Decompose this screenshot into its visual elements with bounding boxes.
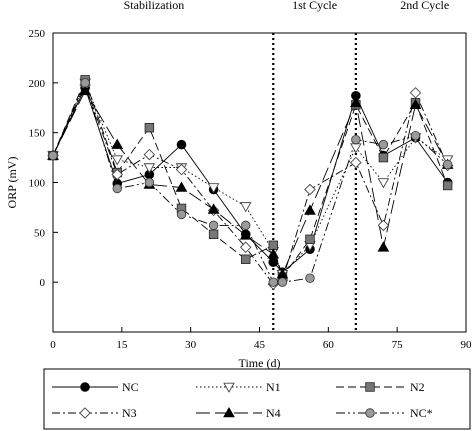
series-n3-point	[111, 168, 123, 181]
x-axis-title: Time (d)	[239, 356, 281, 370]
series-n1-point	[239, 202, 252, 213]
cycle-dividers	[272, 33, 357, 332]
region-labels: Stabilization 1st Cycle 2nd Cycle	[124, 0, 450, 12]
legend-n4-marker	[223, 406, 235, 418]
legend-box	[43, 368, 471, 430]
series-n3-point	[175, 163, 188, 176]
series-n4-line	[52, 89, 448, 276]
series-n4-point	[304, 204, 316, 215]
series-nc-line	[52, 86, 448, 273]
y-tick-label: 50	[34, 227, 46, 239]
series-nc-point	[277, 277, 288, 287]
series-nc-point	[176, 209, 187, 220]
series-nc-point	[80, 78, 90, 88]
series-n3-line	[52, 83, 449, 285]
legend: NC N1 N2 N3 N4 NC*	[43, 368, 471, 430]
series-n2-point	[144, 122, 155, 133]
series-nc-point	[144, 177, 155, 188]
series-n3-point	[409, 87, 422, 99]
legend-nc-label: NC*	[410, 406, 433, 420]
series-n4-point	[350, 96, 362, 108]
series-n1-point	[111, 155, 124, 166]
x-tick-label: 45	[254, 339, 266, 351]
series-n2-point	[305, 234, 315, 245]
legend-n1-label: N1	[266, 380, 281, 394]
y-axis-title: ORP (mV)	[5, 157, 19, 209]
series-n3-point	[304, 183, 316, 196]
series-n3-point	[350, 156, 362, 169]
series-nc-point	[112, 183, 122, 194]
series-n1-point	[377, 178, 390, 189]
series-nc-point	[351, 134, 361, 145]
series-nc-point	[48, 150, 58, 161]
legend-n3-marker	[79, 407, 91, 419]
x-tick-label: 30	[185, 339, 197, 351]
region-label: 1st Cycle	[292, 0, 337, 12]
series-n3-point	[143, 148, 156, 161]
series-n4-point	[175, 181, 188, 192]
series-n4-point	[377, 241, 390, 252]
series-n2-point	[378, 152, 389, 163]
y-tick-label: 100	[29, 178, 46, 190]
x-tick-label: 15	[116, 339, 128, 351]
series-nc-point	[268, 257, 279, 268]
y-tick-label: 0	[40, 277, 46, 289]
series-n4-point	[267, 248, 280, 259]
series-markers	[47, 75, 454, 290]
series-nc-point	[378, 139, 389, 150]
series-nc-point	[176, 139, 187, 150]
series-n1-line	[52, 81, 448, 276]
region-label: Stabilization	[124, 0, 185, 12]
legend-n3-label: N3	[122, 406, 137, 420]
x-tick-label: 90	[461, 339, 473, 351]
y-tick-label: 250	[29, 28, 46, 40]
legend-n2-marker	[365, 382, 375, 392]
series-n4-point	[111, 138, 124, 149]
series-nc-point	[241, 220, 251, 231]
series-n1-point	[207, 183, 220, 194]
series-nc-point	[442, 159, 453, 170]
region-label: 2nd Cycle	[400, 0, 449, 12]
series-n1-point	[143, 163, 156, 174]
x-tick-label: 0	[50, 339, 56, 351]
series-n2-point	[442, 180, 453, 191]
legend-nc-marker	[80, 382, 90, 392]
series-nc-line	[52, 81, 448, 283]
legend-n4-label: N4	[266, 406, 281, 420]
axes: 0 15 30 45 60 75 90 0 50 100 150 200 250 Time (d) ORP …	[5, 28, 472, 370]
series-nc-point	[410, 130, 421, 141]
series-n4-point	[79, 84, 91, 96]
series-lines	[52, 78, 449, 285]
x-tick-label: 60	[323, 339, 335, 351]
series-n2-point	[208, 229, 219, 240]
x-tick-label: 75	[392, 339, 404, 351]
legend-nc-marker	[365, 408, 375, 418]
series-n3-point	[377, 219, 390, 232]
legend-n2-label: N2	[410, 380, 425, 394]
series-n4-point	[207, 203, 220, 214]
series-n4-point	[239, 229, 252, 240]
series-nc-point	[208, 220, 219, 231]
legend-nc-label: NC	[122, 380, 139, 394]
y-tick-label: 200	[29, 78, 46, 90]
series-nc-point	[305, 273, 315, 283]
legend-n1-marker	[223, 382, 235, 393]
series-n3-point	[239, 241, 252, 254]
series-nc-point	[268, 277, 278, 287]
series-n4-point	[409, 98, 422, 110]
y-tick-label: 150	[29, 128, 46, 140]
series-n2-point	[241, 254, 251, 264]
